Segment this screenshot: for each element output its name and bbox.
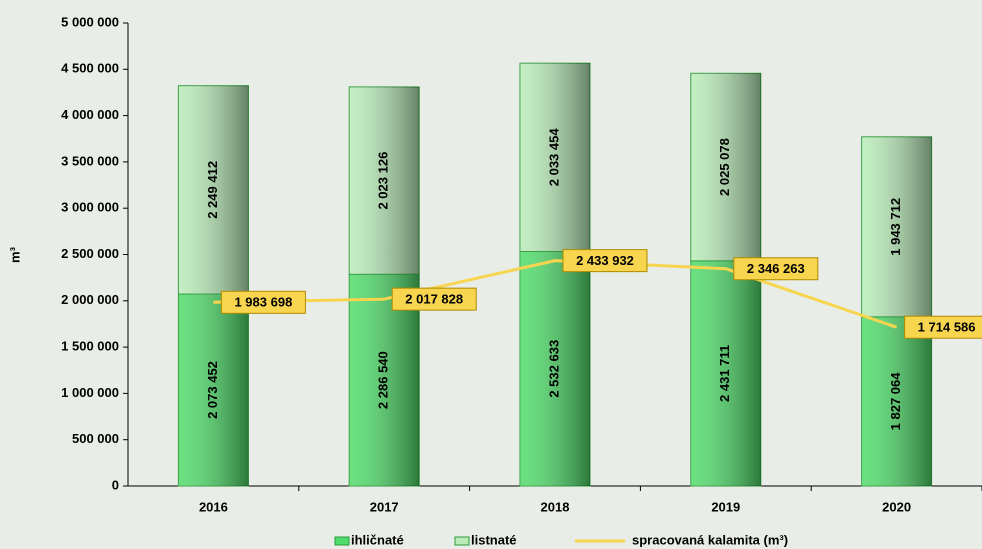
y-tick-label: 0 [112,477,119,492]
y-tick-label: 500 000 [72,431,119,446]
line-value-label: 2 346 263 [747,261,805,276]
bar-shade [520,251,590,486]
line-label-box [904,315,982,339]
bar-shade [178,85,249,294]
bar-shade [178,293,249,486]
line-label-box [220,290,306,314]
legend-swatch [454,536,470,546]
x-tick-label: 2020 [882,499,911,514]
x-tick-label: 2019 [711,499,740,514]
bar-value-label: 2 023 126 [376,152,391,210]
y-tick-label: 5 000 000 [61,14,119,29]
line-value-label: 1 714 586 [918,320,976,335]
legend-label: listnaté [471,532,517,547]
y-tick-label: 1 000 000 [61,385,119,400]
y-tick-label: 1 500 000 [61,339,119,354]
line-label-box [733,257,819,281]
legend-label: ihličnaté [351,532,404,547]
bar-value-label: 2 025 078 [717,138,732,196]
bar-value-label: 2 033 454 [546,128,561,187]
y-tick-label: 2 000 000 [61,292,119,307]
bar-value-label: 2 532 633 [546,340,561,398]
x-tick-label: 2018 [541,499,570,514]
bar-shade [690,260,761,486]
y-tick-label: 3 000 000 [61,200,119,215]
y-tick-label: 4 500 000 [61,61,119,76]
bar-shade [861,316,932,486]
y-axis-label: m³ [7,246,22,263]
y-tick-label: 3 500 000 [61,153,119,168]
bar-shade [690,73,761,261]
bar-shade [349,86,420,275]
bar-value-label: 2 073 452 [205,361,220,419]
y-tick-label: 4 000 000 [61,107,119,122]
line-value-label: 1 983 698 [234,295,292,310]
line-value-label: 2 433 932 [576,253,634,268]
bar-shade [861,136,932,317]
line-label-box [562,249,648,273]
bar-value-label: 2 431 711 [717,345,732,402]
legend-label: spracovaná kalamita (m³) [632,532,788,547]
x-tick-label: 2016 [199,499,228,514]
line-value-label: 2 017 828 [405,292,463,307]
bar-value-label: 1 827 064 [888,372,903,431]
line-label-box [391,287,477,311]
line [213,259,898,329]
legend-swatch [334,536,350,546]
bar-value-label: 2 249 412 [205,161,220,219]
y-tick-label: 2 500 000 [61,246,119,261]
bar-shade [520,63,590,252]
bar-value-label: 2 286 540 [376,351,391,409]
x-tick-label: 2017 [370,499,399,514]
bar-value-label: 1 943 712 [888,198,903,256]
